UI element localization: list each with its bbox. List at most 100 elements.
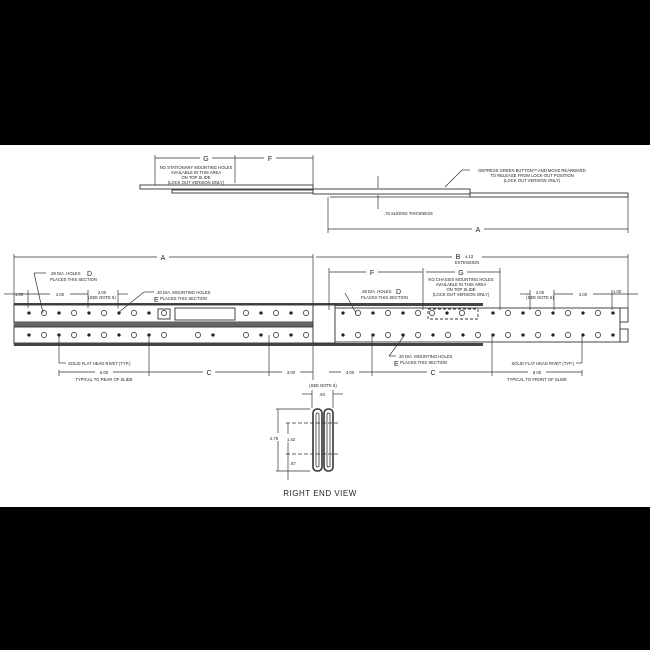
dim-1-00: 1.00 [613, 289, 622, 294]
mounting-hole [595, 310, 601, 316]
mounting-hole [101, 310, 107, 316]
note-line: (LOCK OUT VERSION ONLY) [433, 292, 490, 297]
mounting-hole [535, 310, 541, 316]
mounting-hole [71, 310, 77, 316]
rivet [581, 333, 585, 337]
sliding-thickness: .76 SLIDING THICKNESS [384, 211, 433, 216]
mounting-hole [459, 310, 465, 316]
mount-e-label: .30 DIA. MOUNTING HOLES [398, 354, 453, 359]
mounting-hole [131, 332, 137, 338]
rivet [27, 333, 31, 337]
mount-e-sub: PLACES THIS SECTION [160, 296, 207, 301]
note-line: NO CHASSIS MOUNTING HOLES [428, 277, 493, 282]
middle-rail [312, 188, 471, 195]
dim-b: B [456, 254, 461, 261]
mounting-hole [355, 310, 361, 316]
mounting-hole [445, 332, 451, 338]
typical-front: TYPICAL TO FRONT OF SLIDE [507, 377, 567, 382]
dim-f: F [268, 156, 272, 163]
mount-e-sub: PLACES THIS SECTION [400, 360, 447, 365]
mounting-hole [429, 310, 435, 316]
dim-g: G [458, 270, 463, 277]
mounting-hole [131, 310, 137, 316]
rivet [445, 311, 449, 315]
rivet [87, 333, 91, 337]
mounting-hole [415, 332, 421, 338]
rivet [27, 311, 31, 315]
right-rail [469, 192, 629, 198]
rivet [551, 311, 555, 315]
dim-3-00: 3.00 [287, 370, 296, 375]
note-line: ON TOP SLIDE [446, 287, 475, 292]
side-view: A B ±.13 EXTENSION 1.00 4.00 2.00 (SEE N… [4, 250, 638, 382]
rivet [521, 333, 525, 337]
mounting-hole [355, 332, 361, 338]
note-line: ON TOP SLIDE [181, 175, 210, 180]
dim-c: C [430, 370, 435, 377]
mounting-hole [161, 332, 167, 338]
mounting-hole [303, 332, 309, 338]
mounting-hole [101, 332, 107, 338]
rivet [341, 311, 345, 315]
holes-d-sub: PLACES THIS SECTION [361, 295, 408, 300]
holes-d-letter: D [87, 271, 92, 278]
lockout-area [427, 308, 479, 320]
note-line: (LOCK OUT VERSION ONLY) [168, 180, 225, 185]
rivet-label: SOLID FLAT HEAD RIVET (TYP.) [511, 361, 574, 366]
rivet [401, 333, 405, 337]
mounting-hole [243, 310, 249, 316]
mount-e-letter: E [394, 361, 399, 368]
dim-4-00: 4.00 [579, 292, 588, 297]
rivet [401, 311, 405, 315]
dim-0-94: .94 [319, 392, 325, 397]
top-view: G F NO STATIONARY MOUNTING HOLES AVAILAB… [139, 153, 629, 234]
dim-a: A [161, 255, 166, 262]
note-line: AVAILABLE IN THIS AREA [171, 170, 221, 175]
rivet-label: SOLID FLAT HEAD RIVET (TYP.) [68, 361, 131, 366]
note-line: (LOCK OUT VERSION ONLY) [504, 178, 561, 183]
typical-rear: TYPICAL TO REAR OF SLIDE [75, 377, 132, 382]
dim-4-00: 4.00 [56, 292, 65, 297]
holes-d-letter: D [396, 289, 401, 296]
rivet [371, 311, 375, 315]
bottom-rail-left [171, 189, 331, 194]
rivet [259, 311, 263, 315]
mounting-hole [273, 310, 279, 316]
mounting-hole [303, 310, 309, 316]
rivet [461, 333, 465, 337]
mounting-hole [41, 332, 47, 338]
rivet [521, 311, 525, 315]
dim-2-78: 2.78 [270, 436, 279, 441]
rivet [581, 311, 585, 315]
rivet [87, 311, 91, 315]
mounting-hole [565, 310, 571, 316]
mounting-hole [505, 332, 511, 338]
rivet [431, 333, 435, 337]
end-view: (SEE NOTE 6) .94 2.78 1.42 .67 RIGHT END… [266, 383, 356, 498]
dim-2-00: 2.00 [536, 290, 545, 295]
rivet [147, 311, 151, 315]
dim-a: A [476, 227, 481, 234]
holes-d-sub: PLACES THIS SECTION [50, 277, 97, 282]
rivet [289, 333, 293, 337]
rivet [491, 311, 495, 315]
mounting-hole [385, 332, 391, 338]
mounting-hole [505, 310, 511, 316]
holes [27, 310, 615, 338]
note-line: NO STATIONARY MOUNTING HOLES [160, 165, 233, 170]
mounting-hole [243, 332, 249, 338]
rivet [551, 333, 555, 337]
dim-g: G [203, 156, 208, 163]
dim-2-00: 2.00 [98, 290, 107, 295]
holes-d-label: .38 DIA. HOLES [361, 289, 392, 294]
mounting-hole [161, 310, 167, 316]
mounting-hole [415, 310, 421, 316]
dim-1-42: 1.42 [287, 437, 296, 442]
mount-e-label: .30 DIA. MOUNTING HOLES [156, 290, 211, 295]
rivet [611, 311, 615, 315]
mounting-hole [195, 332, 201, 338]
rivet [341, 333, 345, 337]
mounting-hole [565, 332, 571, 338]
note-line: TO RELEASE FROM LOCK-OUT POSITION [490, 173, 574, 178]
